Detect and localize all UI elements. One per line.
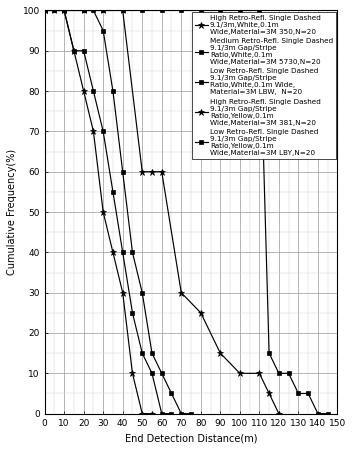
High Retro-Refl. Single Dashed
9.1/3m,White,0.1m
Wide,Material=3M 350,N=20: [42, 8, 47, 13]
Medium Retro-Refl. Single Dashed
9.1/3m Gap/Stripe
Ratio,White,0.1m
Wide,Material=3M 5730,N=20: [111, 189, 115, 194]
High Retro-Refl. Single Dashed
9.1/3m Gap/Stripe
Ratio,Yellow,0.1m
Wide,Material=3M 381,N=20: [140, 169, 144, 175]
Medium Retro-Refl. Single Dashed
9.1/3m Gap/Stripe
Ratio,White,0.1m
Wide,Material=3M 5730,N=20: [72, 48, 76, 54]
Low Retro-Refl. Single Dashed
9.1/3m Gap/Stripe
Ratio,Yellow,0.1m
Wide,Material=3M LBY,N=20: [325, 411, 330, 416]
High Retro-Refl. Single Dashed
9.1/3m Gap/Stripe
Ratio,Yellow,0.1m
Wide,Material=3M 381,N=20: [199, 310, 203, 315]
Line: Low Retro-Refl. Single Dashed
9.1/3m Gap/Stripe
Ratio,White,0.1m Wide,
Material=3M LBW,  N=20: Low Retro-Refl. Single Dashed 9.1/3m Gap…: [42, 8, 193, 416]
High Retro-Refl. Single Dashed
9.1/3m Gap/Stripe
Ratio,Yellow,0.1m
Wide,Material=3M 381,N=20: [121, 8, 125, 13]
Line: High Retro-Refl. Single Dashed
9.1/3m Gap/Stripe
Ratio,Yellow,0.1m
Wide,Material=3M 381,N=20: High Retro-Refl. Single Dashed 9.1/3m Ga…: [42, 7, 282, 417]
Low Retro-Refl. Single Dashed
9.1/3m Gap/Stripe
Ratio,Yellow,0.1m
Wide,Material=3M LBY,N=20: [218, 8, 222, 13]
High Retro-Refl. Single Dashed
9.1/3m Gap/Stripe
Ratio,Yellow,0.1m
Wide,Material=3M 381,N=20: [42, 8, 47, 13]
Low Retro-Refl. Single Dashed
9.1/3m Gap/Stripe
Ratio,White,0.1m Wide,
Material=3M LBW,  N=20: [42, 8, 47, 13]
High Retro-Refl. Single Dashed
9.1/3m,White,0.1m
Wide,Material=3M 350,N=20: [72, 48, 76, 54]
Low Retro-Refl. Single Dashed
9.1/3m Gap/Stripe
Ratio,Yellow,0.1m
Wide,Material=3M LBY,N=20: [277, 371, 281, 376]
Line: Low Retro-Refl. Single Dashed
9.1/3m Gap/Stripe
Ratio,Yellow,0.1m
Wide,Material=3M LBY,N=20: Low Retro-Refl. Single Dashed 9.1/3m Gap…: [42, 8, 330, 416]
Low Retro-Refl. Single Dashed
9.1/3m Gap/Stripe
Ratio,Yellow,0.1m
Wide,Material=3M LBY,N=20: [179, 8, 183, 13]
Low Retro-Refl. Single Dashed
9.1/3m Gap/Stripe
Ratio,Yellow,0.1m
Wide,Material=3M LBY,N=20: [316, 411, 320, 416]
Low Retro-Refl. Single Dashed
9.1/3m Gap/Stripe
Ratio,White,0.1m Wide,
Material=3M LBW,  N=20: [160, 371, 164, 376]
Medium Retro-Refl. Single Dashed
9.1/3m Gap/Stripe
Ratio,White,0.1m
Wide,Material=3M 5730,N=20: [130, 310, 134, 315]
High Retro-Refl. Single Dashed
9.1/3m Gap/Stripe
Ratio,Yellow,0.1m
Wide,Material=3M 381,N=20: [82, 8, 86, 13]
Medium Retro-Refl. Single Dashed
9.1/3m Gap/Stripe
Ratio,White,0.1m
Wide,Material=3M 5730,N=20: [82, 48, 86, 54]
Low Retro-Refl. Single Dashed
9.1/3m Gap/Stripe
Ratio,Yellow,0.1m
Wide,Material=3M LBY,N=20: [199, 8, 203, 13]
High Retro-Refl. Single Dashed
9.1/3m Gap/Stripe
Ratio,Yellow,0.1m
Wide,Material=3M 381,N=20: [238, 371, 242, 376]
Low Retro-Refl. Single Dashed
9.1/3m Gap/Stripe
Ratio,Yellow,0.1m
Wide,Material=3M LBY,N=20: [267, 351, 271, 356]
X-axis label: End Detection Distance(m): End Detection Distance(m): [125, 433, 257, 443]
High Retro-Refl. Single Dashed
9.1/3m,White,0.1m
Wide,Material=3M 350,N=20: [82, 88, 86, 94]
High Retro-Refl. Single Dashed
9.1/3m,White,0.1m
Wide,Material=3M 350,N=20: [150, 411, 154, 416]
High Retro-Refl. Single Dashed
9.1/3m,White,0.1m
Wide,Material=3M 350,N=20: [140, 411, 144, 416]
Low Retro-Refl. Single Dashed
9.1/3m Gap/Stripe
Ratio,White,0.1m Wide,
Material=3M LBW,  N=20: [62, 8, 66, 13]
High Retro-Refl. Single Dashed
9.1/3m Gap/Stripe
Ratio,Yellow,0.1m
Wide,Material=3M 381,N=20: [218, 351, 222, 356]
Low Retro-Refl. Single Dashed
9.1/3m Gap/Stripe
Ratio,Yellow,0.1m
Wide,Material=3M LBY,N=20: [42, 8, 47, 13]
Medium Retro-Refl. Single Dashed
9.1/3m Gap/Stripe
Ratio,White,0.1m
Wide,Material=3M 5730,N=20: [91, 88, 96, 94]
High Retro-Refl. Single Dashed
9.1/3m,White,0.1m
Wide,Material=3M 350,N=20: [62, 8, 66, 13]
High Retro-Refl. Single Dashed
9.1/3m Gap/Stripe
Ratio,Yellow,0.1m
Wide,Material=3M 381,N=20: [150, 169, 154, 175]
Low Retro-Refl. Single Dashed
9.1/3m Gap/Stripe
Ratio,Yellow,0.1m
Wide,Material=3M LBY,N=20: [296, 391, 300, 396]
High Retro-Refl. Single Dashed
9.1/3m,White,0.1m
Wide,Material=3M 350,N=20: [91, 129, 96, 134]
Medium Retro-Refl. Single Dashed
9.1/3m Gap/Stripe
Ratio,White,0.1m
Wide,Material=3M 5730,N=20: [101, 129, 105, 134]
Low Retro-Refl. Single Dashed
9.1/3m Gap/Stripe
Ratio,Yellow,0.1m
Wide,Material=3M LBY,N=20: [160, 8, 164, 13]
High Retro-Refl. Single Dashed
9.1/3m Gap/Stripe
Ratio,Yellow,0.1m
Wide,Material=3M 381,N=20: [267, 391, 271, 396]
Medium Retro-Refl. Single Dashed
9.1/3m Gap/Stripe
Ratio,White,0.1m
Wide,Material=3M 5730,N=20: [52, 8, 56, 13]
High Retro-Refl. Single Dashed
9.1/3m,White,0.1m
Wide,Material=3M 350,N=20: [52, 8, 56, 13]
High Retro-Refl. Single Dashed
9.1/3m Gap/Stripe
Ratio,Yellow,0.1m
Wide,Material=3M 381,N=20: [62, 8, 66, 13]
Line: Medium Retro-Refl. Single Dashed
9.1/3m Gap/Stripe
Ratio,White,0.1m
Wide,Material=3M 5730,N=20: Medium Retro-Refl. Single Dashed 9.1/3m …: [42, 8, 174, 416]
High Retro-Refl. Single Dashed
9.1/3m,White,0.1m
Wide,Material=3M 350,N=20: [111, 250, 115, 255]
Low Retro-Refl. Single Dashed
9.1/3m Gap/Stripe
Ratio,White,0.1m Wide,
Material=3M LBW,  N=20: [111, 88, 115, 94]
Medium Retro-Refl. Single Dashed
9.1/3m Gap/Stripe
Ratio,White,0.1m
Wide,Material=3M 5730,N=20: [140, 351, 144, 356]
Medium Retro-Refl. Single Dashed
9.1/3m Gap/Stripe
Ratio,White,0.1m
Wide,Material=3M 5730,N=20: [150, 371, 154, 376]
Low Retro-Refl. Single Dashed
9.1/3m Gap/Stripe
Ratio,Yellow,0.1m
Wide,Material=3M LBY,N=20: [306, 391, 310, 396]
Low Retro-Refl. Single Dashed
9.1/3m Gap/Stripe
Ratio,Yellow,0.1m
Wide,Material=3M LBY,N=20: [121, 8, 125, 13]
Low Retro-Refl. Single Dashed
9.1/3m Gap/Stripe
Ratio,Yellow,0.1m
Wide,Material=3M LBY,N=20: [82, 8, 86, 13]
Low Retro-Refl. Single Dashed
9.1/3m Gap/Stripe
Ratio,White,0.1m Wide,
Material=3M LBW,  N=20: [91, 8, 96, 13]
High Retro-Refl. Single Dashed
9.1/3m Gap/Stripe
Ratio,Yellow,0.1m
Wide,Material=3M 381,N=20: [101, 8, 105, 13]
Low Retro-Refl. Single Dashed
9.1/3m Gap/Stripe
Ratio,White,0.1m Wide,
Material=3M LBW,  N=20: [101, 28, 105, 33]
Medium Retro-Refl. Single Dashed
9.1/3m Gap/Stripe
Ratio,White,0.1m
Wide,Material=3M 5730,N=20: [121, 250, 125, 255]
Medium Retro-Refl. Single Dashed
9.1/3m Gap/Stripe
Ratio,White,0.1m
Wide,Material=3M 5730,N=20: [169, 411, 174, 416]
Low Retro-Refl. Single Dashed
9.1/3m Gap/Stripe
Ratio,White,0.1m Wide,
Material=3M LBW,  N=20: [121, 169, 125, 175]
Low Retro-Refl. Single Dashed
9.1/3m Gap/Stripe
Ratio,Yellow,0.1m
Wide,Material=3M LBY,N=20: [287, 371, 291, 376]
Low Retro-Refl. Single Dashed
9.1/3m Gap/Stripe
Ratio,White,0.1m Wide,
Material=3M LBW,  N=20: [82, 8, 86, 13]
High Retro-Refl. Single Dashed
9.1/3m,White,0.1m
Wide,Material=3M 350,N=20: [121, 290, 125, 295]
Low Retro-Refl. Single Dashed
9.1/3m Gap/Stripe
Ratio,White,0.1m Wide,
Material=3M LBW,  N=20: [189, 411, 193, 416]
Medium Retro-Refl. Single Dashed
9.1/3m Gap/Stripe
Ratio,White,0.1m
Wide,Material=3M 5730,N=20: [42, 8, 47, 13]
Low Retro-Refl. Single Dashed
9.1/3m Gap/Stripe
Ratio,White,0.1m Wide,
Material=3M LBW,  N=20: [169, 391, 174, 396]
High Retro-Refl. Single Dashed
9.1/3m,White,0.1m
Wide,Material=3M 350,N=20: [130, 371, 134, 376]
Medium Retro-Refl. Single Dashed
9.1/3m Gap/Stripe
Ratio,White,0.1m
Wide,Material=3M 5730,N=20: [160, 411, 164, 416]
High Retro-Refl. Single Dashed
9.1/3m,White,0.1m
Wide,Material=3M 350,N=20: [101, 209, 105, 215]
Medium Retro-Refl. Single Dashed
9.1/3m Gap/Stripe
Ratio,White,0.1m
Wide,Material=3M 5730,N=20: [62, 8, 66, 13]
High Retro-Refl. Single Dashed
9.1/3m Gap/Stripe
Ratio,Yellow,0.1m
Wide,Material=3M 381,N=20: [277, 411, 281, 416]
Low Retro-Refl. Single Dashed
9.1/3m Gap/Stripe
Ratio,White,0.1m Wide,
Material=3M LBW,  N=20: [140, 290, 144, 295]
High Retro-Refl. Single Dashed
9.1/3m Gap/Stripe
Ratio,Yellow,0.1m
Wide,Material=3M 381,N=20: [179, 290, 183, 295]
High Retro-Refl. Single Dashed
9.1/3m Gap/Stripe
Ratio,Yellow,0.1m
Wide,Material=3M 381,N=20: [160, 169, 164, 175]
Low Retro-Refl. Single Dashed
9.1/3m Gap/Stripe
Ratio,White,0.1m Wide,
Material=3M LBW,  N=20: [130, 250, 134, 255]
Low Retro-Refl. Single Dashed
9.1/3m Gap/Stripe
Ratio,Yellow,0.1m
Wide,Material=3M LBY,N=20: [238, 8, 242, 13]
Low Retro-Refl. Single Dashed
9.1/3m Gap/Stripe
Ratio,Yellow,0.1m
Wide,Material=3M LBY,N=20: [62, 8, 66, 13]
Low Retro-Refl. Single Dashed
9.1/3m Gap/Stripe
Ratio,White,0.1m Wide,
Material=3M LBW,  N=20: [150, 351, 154, 356]
High Retro-Refl. Single Dashed
9.1/3m Gap/Stripe
Ratio,Yellow,0.1m
Wide,Material=3M 381,N=20: [257, 371, 262, 376]
Y-axis label: Cumulative Frequency(%): Cumulative Frequency(%): [7, 149, 17, 275]
Low Retro-Refl. Single Dashed
9.1/3m Gap/Stripe
Ratio,Yellow,0.1m
Wide,Material=3M LBY,N=20: [257, 8, 262, 13]
Low Retro-Refl. Single Dashed
9.1/3m Gap/Stripe
Ratio,White,0.1m Wide,
Material=3M LBW,  N=20: [179, 411, 183, 416]
Low Retro-Refl. Single Dashed
9.1/3m Gap/Stripe
Ratio,Yellow,0.1m
Wide,Material=3M LBY,N=20: [140, 8, 144, 13]
Line: High Retro-Refl. Single Dashed
9.1/3m,White,0.1m
Wide,Material=3M 350,N=20: High Retro-Refl. Single Dashed 9.1/3m,Wh…: [42, 7, 155, 417]
Legend: High Retro-Refl. Single Dashed
9.1/3m,White,0.1m
Wide,Material=3M 350,N=20, Medi: High Retro-Refl. Single Dashed 9.1/3m,Wh…: [192, 12, 336, 159]
Low Retro-Refl. Single Dashed
9.1/3m Gap/Stripe
Ratio,Yellow,0.1m
Wide,Material=3M LBY,N=20: [101, 8, 105, 13]
